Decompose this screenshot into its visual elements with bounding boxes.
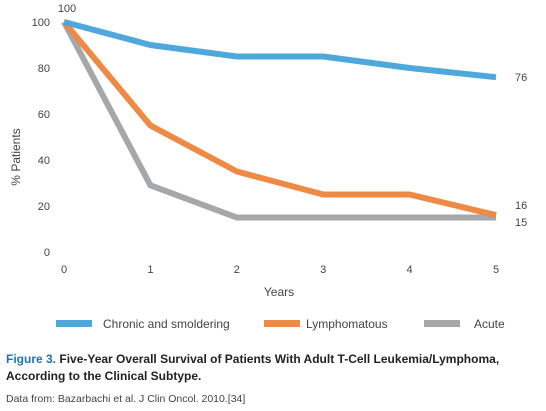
figure-caption: Figure 3. Five-Year Overall Survival of …: [6, 351, 542, 405]
x-tick-label: 4: [407, 264, 413, 276]
end-label-2: 15: [515, 217, 527, 229]
end-label-0: 76: [515, 72, 527, 84]
series-line-0: [63, 19, 497, 81]
end-label-1: 16: [515, 200, 527, 212]
survival-chart: % Patients Years 0 20 40 60 80 100 0 1 2 3 4 5 76 1…: [9, 3, 527, 331]
y-axis-title: % Patients: [9, 128, 23, 185]
x-tick-labels: 0 1 2 3 4 5: [61, 264, 499, 276]
x-tick-label: 3: [320, 264, 326, 276]
series-line-2: [61, 20, 496, 221]
legend-label-1: Lymphomatous: [306, 317, 388, 331]
caption-title: Five-Year Overall Survival of Patients W…: [6, 352, 500, 383]
x-tick-label: 5: [493, 264, 499, 276]
y-tick-label: 0: [44, 247, 50, 259]
legend-swatch-1: [264, 320, 300, 327]
annotations: 100: [58, 3, 76, 15]
legend-swatch-0: [56, 320, 92, 327]
end-labels: 76 16 15: [515, 72, 527, 229]
y-tick-label: 20: [38, 201, 50, 213]
figure-number: Figure 3.: [6, 352, 57, 366]
legend-label-2: Acute: [474, 317, 505, 331]
y-tick-label: 40: [38, 155, 50, 167]
legend-label-0: Chronic and smoldering: [103, 317, 230, 331]
caption-line: Figure 3. Five-Year Overall Survival of …: [6, 351, 542, 385]
annotation-label: 100: [58, 3, 76, 15]
x-tick-label: 0: [61, 264, 67, 276]
x-tick-label: 1: [147, 264, 153, 276]
series-lines: [61, 19, 497, 221]
y-tick-label: 60: [38, 109, 50, 121]
legend: Chronic and smoldering Lymphomatous Acute: [56, 317, 505, 331]
x-axis-title: Years: [264, 285, 294, 299]
caption-source: Data from: Bazarbachi et al. J Clin Onco…: [6, 393, 246, 405]
y-tick-label: 80: [38, 63, 50, 75]
y-tick-labels: 0 20 40 60 80 100: [32, 17, 50, 259]
legend-swatch-2: [424, 320, 460, 327]
series-line-1: [61, 20, 497, 219]
x-tick-label: 2: [234, 264, 240, 276]
y-tick-label: 100: [32, 17, 50, 29]
